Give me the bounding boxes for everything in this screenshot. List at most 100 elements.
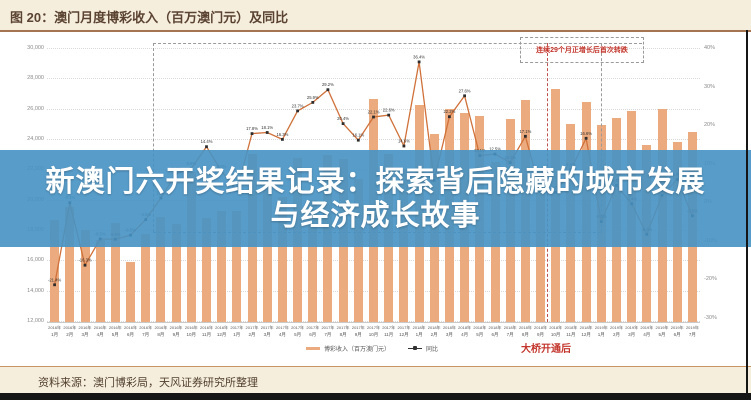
legend-revenue-label: 博彩收入（百万澳门元） bbox=[324, 347, 391, 353]
yoy-point-label: 16.6% bbox=[580, 131, 592, 136]
left-axis-tick: 26,000 bbox=[27, 105, 44, 112]
x-axis-month-label: 1月 bbox=[597, 332, 605, 337]
x-axis-year-label: 2016年 bbox=[48, 325, 62, 330]
x-axis-month-label: 9月 bbox=[536, 332, 544, 337]
x-axis-year-label: 2017年 bbox=[260, 325, 274, 330]
x-axis-month-label: 8月 bbox=[521, 332, 529, 337]
yoy-point bbox=[463, 94, 466, 98]
yoy-point bbox=[281, 138, 284, 141]
x-axis-year-label: 2016年 bbox=[184, 325, 198, 330]
legend-item-revenue: 博彩收入（百万澳门元） bbox=[306, 344, 390, 353]
yoy-point-label: 12.5% bbox=[489, 147, 501, 152]
growth-region-left-border bbox=[153, 43, 155, 232]
x-axis-month-label: 10月 bbox=[550, 332, 561, 337]
source-note: 资料来源：澳门博彩局，天风证券研究所整理 bbox=[38, 377, 258, 389]
x-axis-year-label: 2018年 bbox=[458, 325, 472, 330]
yoy-point bbox=[341, 122, 345, 125]
x-axis-month-label: 1月 bbox=[51, 332, 59, 337]
x-axis-month-label: 11月 bbox=[384, 332, 394, 337]
growth-region-top-border bbox=[153, 43, 642, 44]
x-axis-year-label: 2018年 bbox=[488, 325, 502, 330]
chart-legend: 博彩收入（百万澳门元） 同比 bbox=[306, 344, 438, 353]
yoy-point-label: 22.2% bbox=[443, 109, 455, 114]
yoy-point bbox=[265, 131, 269, 134]
x-axis-month-label: 7月 bbox=[142, 332, 150, 337]
yoy-point-label: 25.9% bbox=[307, 95, 319, 100]
x-axis-month-label: 2月 bbox=[66, 332, 74, 337]
x-axis-year-label: 2016年 bbox=[139, 325, 153, 330]
left-axis-tick: 14,000 bbox=[27, 287, 44, 294]
revenue-bar bbox=[308, 199, 318, 322]
overlay-banner-line1: 新澳门六开奖结果记录：探索背后隐藏的城市发展 bbox=[45, 165, 706, 198]
legend-item-yoy: 同比 bbox=[408, 344, 438, 353]
yoy-point-label: 29.2% bbox=[322, 82, 334, 87]
yoy-point-label: 20.4% bbox=[337, 116, 349, 121]
growth-region-right-border bbox=[601, 43, 603, 232]
bridge-opened-label: 大桥开通后 bbox=[521, 344, 571, 355]
revenue-bar bbox=[65, 206, 75, 322]
x-axis-month-label: 7月 bbox=[506, 332, 514, 337]
yoy-point bbox=[250, 132, 254, 135]
x-axis-year-label: 2016年 bbox=[154, 325, 168, 330]
x-axis-month-label: 12月 bbox=[399, 332, 409, 337]
figure-header: 图 20：澳门月度博彩收入（百万澳门元）及同比 bbox=[0, 0, 751, 32]
yoy-point bbox=[372, 115, 375, 119]
x-axis-year-label: 2018年 bbox=[549, 325, 563, 330]
right-edge-bar bbox=[746, 30, 748, 400]
x-axis-month-label: 3月 bbox=[628, 332, 636, 337]
x-axis-year-label: 2018年 bbox=[503, 325, 517, 330]
revenue-bar bbox=[262, 181, 272, 322]
revenue-bar bbox=[141, 233, 151, 322]
revenue-bar bbox=[80, 230, 90, 322]
gridline bbox=[47, 48, 700, 49]
yoy-point bbox=[402, 144, 406, 148]
overlay-banner: 新澳门六开奖结果记录：探索背后隐藏的城市发展 与经济成长故事 bbox=[0, 150, 751, 247]
x-axis-year-label: 2018年 bbox=[518, 325, 532, 330]
revenue-bar bbox=[110, 223, 120, 322]
x-axis-month-label: 2月 bbox=[248, 332, 256, 337]
growth-streak-annotation-text: 连续29个月正增长后首次转跌 bbox=[536, 47, 628, 54]
x-axis-month-label: 1月 bbox=[233, 332, 241, 337]
growth-streak-annotation-box: 连续29个月正增长后首次转跌 bbox=[520, 37, 644, 63]
yoy-point-label: 16.1% bbox=[352, 133, 364, 138]
x-axis-month-label: 5月 bbox=[658, 332, 666, 337]
overlay-banner-line2: 与经济成长故事 bbox=[270, 199, 481, 232]
yoy-point bbox=[296, 109, 299, 113]
revenue-swatch-icon bbox=[306, 347, 320, 350]
revenue-bar bbox=[232, 211, 242, 322]
yoy-point-label: 18.1% bbox=[261, 125, 273, 130]
x-axis-year-label: 2019年 bbox=[670, 325, 684, 330]
x-axis-month-label: 2月 bbox=[430, 332, 438, 337]
right-axis-tick: 20% bbox=[704, 122, 716, 129]
x-axis-year-label: 2017年 bbox=[367, 325, 380, 330]
right-axis-tick: 30% bbox=[704, 83, 716, 90]
figure-footer: 资料来源：澳门博彩局，天风证券研究所整理 bbox=[0, 366, 751, 394]
yoy-point bbox=[417, 60, 421, 64]
x-axis-year-label: 2019年 bbox=[594, 325, 608, 330]
x-axis-year-label: 2019年 bbox=[610, 325, 623, 330]
yoy-point-label: 22.1% bbox=[368, 110, 380, 115]
x-axis-year-label: 2019年 bbox=[625, 325, 639, 330]
x-axis-month-label: 9月 bbox=[172, 332, 180, 337]
left-axis-tick: 12,000 bbox=[27, 318, 44, 324]
yoy-point bbox=[205, 145, 208, 149]
x-axis-year-label: 2017年 bbox=[291, 325, 305, 330]
x-axis-year-label: 2018年 bbox=[427, 325, 441, 330]
x-axis-year-label: 2017年 bbox=[351, 325, 365, 330]
yoy-swatch-icon bbox=[408, 346, 423, 350]
x-axis-year-label: 2018年 bbox=[534, 325, 547, 330]
x-axis-month-label: 8月 bbox=[157, 332, 165, 337]
yoy-point-label: 14.6% bbox=[398, 139, 410, 144]
x-axis-year-label: 2017年 bbox=[306, 325, 320, 330]
x-axis-line bbox=[47, 322, 700, 323]
x-axis-year-label: 2016年 bbox=[93, 325, 107, 330]
x-axis-year-label: 2018年 bbox=[564, 325, 578, 330]
revenue-bar bbox=[50, 219, 60, 322]
x-axis-month-label: 9月 bbox=[354, 332, 362, 337]
x-axis-month-label: 8月 bbox=[339, 332, 347, 337]
x-axis-month-label: 10月 bbox=[368, 332, 379, 337]
x-axis-month-label: 1月 bbox=[415, 332, 423, 337]
bottom-edge-bar bbox=[0, 393, 751, 400]
x-axis-month-label: 5月 bbox=[476, 332, 484, 337]
x-axis-month-label: 6月 bbox=[309, 332, 317, 337]
